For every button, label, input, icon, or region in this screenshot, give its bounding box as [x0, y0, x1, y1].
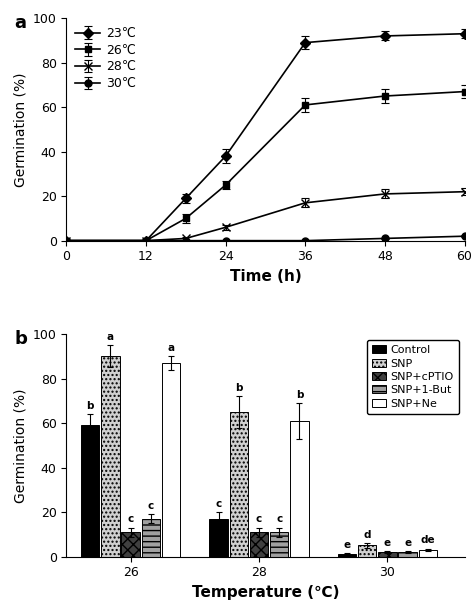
Text: c: c [128, 514, 134, 525]
Text: c: c [216, 499, 222, 509]
Bar [419, 550, 437, 557]
Text: d: d [364, 530, 371, 540]
Text: a: a [167, 343, 174, 353]
Legend: 23℃, 26℃, 28℃, 30℃: 23℃, 26℃, 28℃, 30℃ [70, 22, 141, 95]
Bar [101, 356, 119, 557]
Text: e: e [404, 538, 411, 548]
Text: c: c [147, 501, 154, 511]
Text: b: b [15, 330, 27, 348]
Bar [358, 546, 376, 557]
Text: a: a [107, 332, 114, 342]
Bar [250, 532, 268, 557]
Text: b: b [86, 401, 94, 411]
Y-axis label: Germination (%): Germination (%) [13, 72, 27, 187]
Bar [338, 554, 356, 557]
Text: de: de [420, 535, 435, 546]
Text: c: c [276, 514, 283, 525]
Legend: Control, SNP, SNP+cPTIO, SNP+1-But, SNP+Ne: Control, SNP, SNP+cPTIO, SNP+1-But, SNP+… [367, 339, 459, 414]
Bar [399, 552, 417, 557]
Bar [270, 532, 288, 557]
Text: a: a [15, 14, 27, 31]
Bar [210, 518, 228, 557]
Text: c: c [256, 514, 262, 525]
Text: b: b [235, 383, 243, 393]
X-axis label: Time (h): Time (h) [229, 269, 301, 284]
Bar [230, 412, 248, 557]
Text: b: b [296, 390, 303, 400]
Bar [378, 552, 397, 557]
Text: e: e [384, 538, 391, 548]
Bar [290, 421, 309, 557]
Text: e: e [344, 540, 351, 550]
X-axis label: Temperature (℃): Temperature (℃) [191, 585, 339, 600]
Bar [81, 425, 100, 557]
Bar [121, 532, 140, 557]
Bar [162, 363, 180, 557]
Y-axis label: Germination (%): Germination (%) [13, 388, 27, 503]
Bar [142, 518, 160, 557]
